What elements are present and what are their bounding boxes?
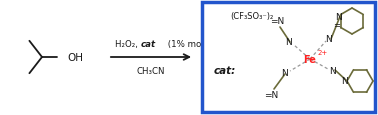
Bar: [202, 3, 375, 112]
Text: O: O: [241, 53, 249, 62]
Text: N: N: [335, 13, 342, 22]
Text: N: N: [341, 77, 347, 86]
Text: (CF₃SO₃⁻)₂: (CF₃SO₃⁻)₂: [230, 12, 273, 21]
Text: =N: =N: [270, 17, 284, 26]
Text: H₂O₂,: H₂O₂,: [115, 40, 141, 49]
Text: cat:: cat:: [214, 65, 236, 75]
Text: CH₃CN: CH₃CN: [137, 67, 165, 76]
Text: =: =: [333, 21, 340, 30]
Text: N: N: [280, 69, 287, 78]
Text: N: N: [325, 35, 332, 44]
Text: cat: cat: [141, 40, 156, 49]
Text: =N: =N: [264, 91, 278, 100]
Text: 2+: 2+: [318, 50, 328, 56]
Text: (1% mol): (1% mol): [165, 40, 207, 49]
Text: Fe: Fe: [304, 55, 316, 64]
Text: N: N: [285, 38, 291, 47]
Text: OH: OH: [67, 53, 83, 62]
Text: N: N: [328, 67, 335, 76]
